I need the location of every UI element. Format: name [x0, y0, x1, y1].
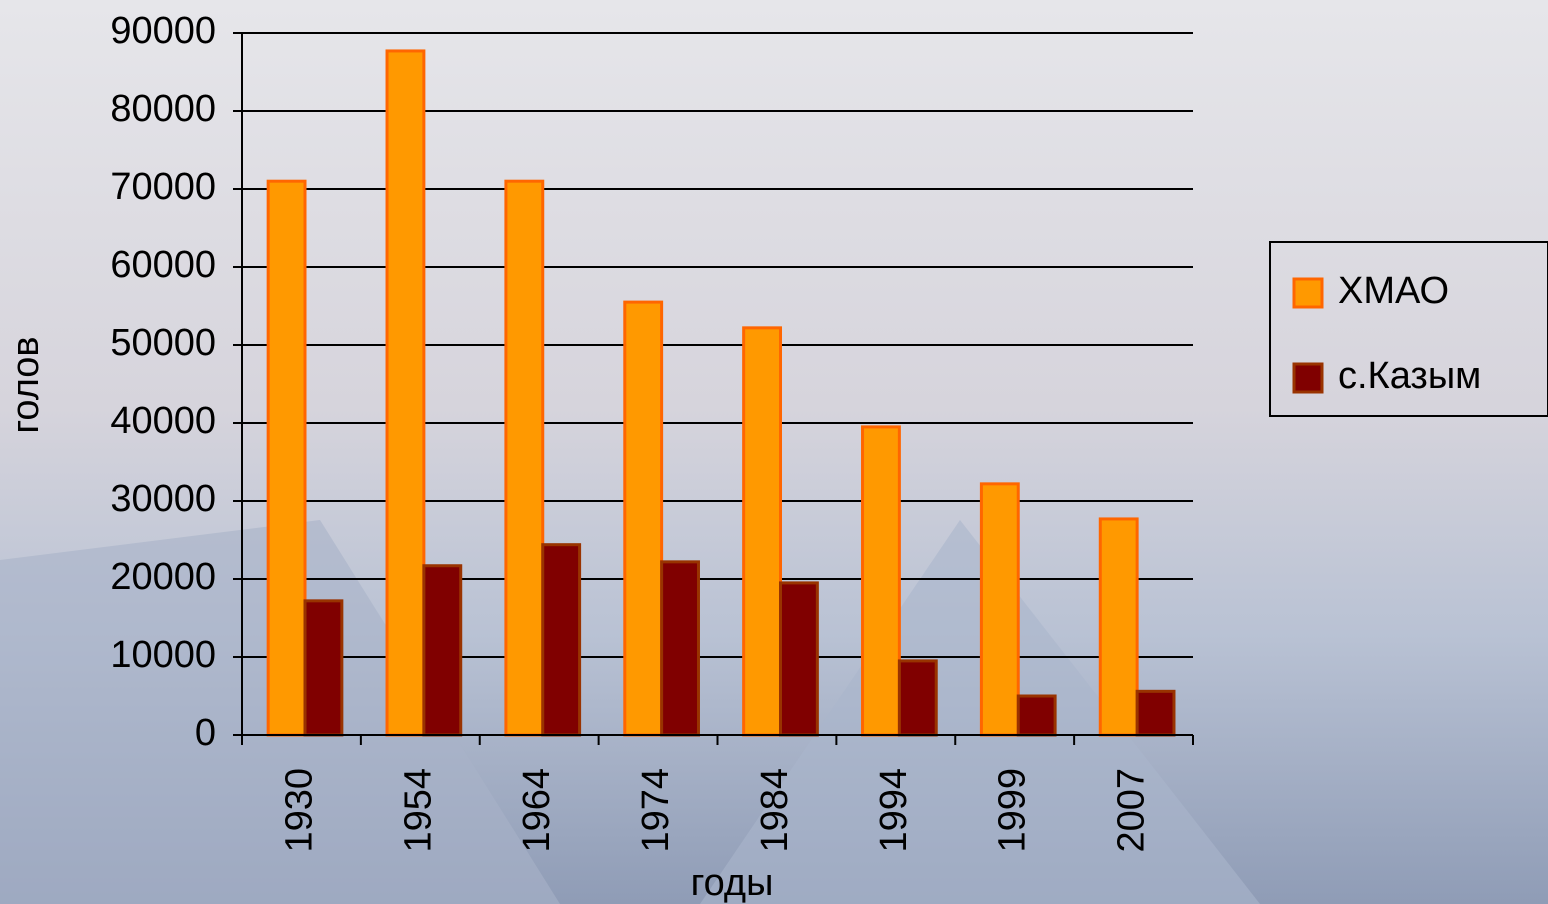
y-tick-label: 80000	[110, 88, 216, 130]
bar	[897, 659, 938, 737]
y-tick-label: 50000	[110, 322, 216, 364]
bar	[1135, 689, 1176, 737]
bar	[779, 581, 819, 737]
legend-swatch	[1292, 277, 1324, 309]
bar	[504, 179, 545, 737]
x-tick-label: 1974	[635, 768, 677, 853]
bar	[266, 179, 307, 737]
bar	[541, 543, 582, 737]
y-tick-label: 60000	[110, 244, 216, 286]
bar	[742, 326, 783, 737]
legend-box	[1269, 241, 1548, 417]
legend-label: с.Казым	[1338, 355, 1481, 397]
x-tick-label: 1994	[873, 768, 915, 853]
bar	[861, 425, 901, 737]
y-tick-label: 40000	[110, 400, 216, 442]
bar	[1098, 517, 1139, 737]
y-tick-label: 70000	[110, 166, 216, 208]
y-tick-label: 20000	[110, 556, 216, 598]
bar	[303, 599, 344, 737]
bar	[385, 49, 426, 737]
y-tick-label: 0	[195, 712, 216, 754]
x-tick-label: 1984	[754, 768, 796, 853]
y-tick-label: 10000	[110, 634, 216, 676]
bar	[1016, 694, 1057, 737]
legend-swatch	[1292, 362, 1324, 394]
x-axis-title: годы	[691, 862, 774, 904]
y-tick-label: 30000	[110, 478, 216, 520]
x-tick-label: 2007	[1111, 768, 1153, 853]
y-axis-title: голов	[5, 336, 47, 433]
bar	[623, 300, 664, 737]
x-tick-label: 1964	[516, 768, 558, 853]
x-tick-label: 1999	[992, 768, 1034, 853]
y-tick-label: 90000	[110, 10, 216, 52]
x-tick-label: 1930	[278, 768, 320, 853]
legend-label: ХМАО	[1338, 270, 1449, 312]
bar	[979, 482, 1020, 737]
x-tick-label: 1954	[397, 768, 439, 853]
bar	[422, 564, 463, 737]
bar	[660, 560, 700, 737]
